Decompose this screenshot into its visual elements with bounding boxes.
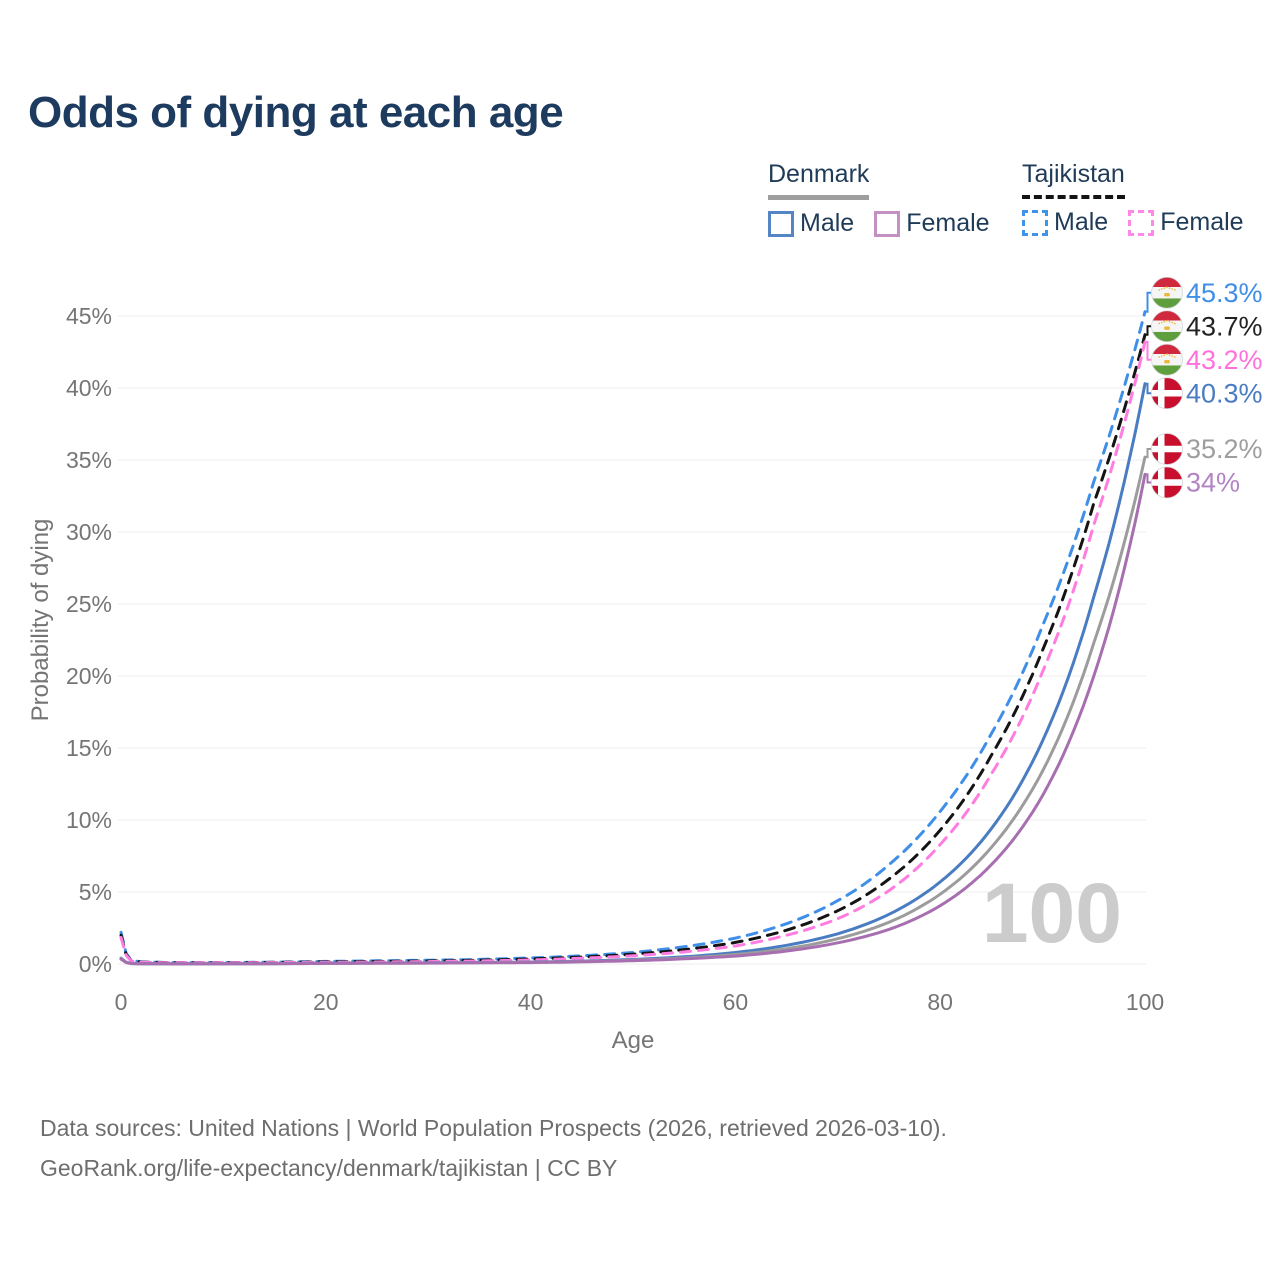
- legend-swatch-denmark-male[interactable]: [768, 210, 794, 237]
- legend-header-tajikistan[interactable]: Tajikistan: [1022, 160, 1125, 199]
- y-tick-label-20: 20%: [66, 663, 112, 689]
- y-tick-label-25: 25%: [66, 591, 112, 617]
- flag-icon-tajikistan: [1151, 310, 1183, 343]
- legend-swatch-tajikistan-female[interactable]: [1128, 209, 1155, 236]
- x-tick-label-40: 40: [518, 989, 544, 1015]
- legend-group-tajikistan: Tajikistan Male Female: [1022, 160, 1244, 237]
- x-tick-label-0: 0: [115, 989, 128, 1015]
- flag-icon-denmark: [1151, 433, 1183, 465]
- legend-label-tajikistan-male[interactable]: Male: [1054, 208, 1109, 236]
- end-label-connector-1: [1145, 325, 1151, 336]
- end-label-connector-0: [1145, 291, 1151, 313]
- x-tick-label-100: 100: [1126, 989, 1164, 1015]
- end-label-tajikistan-both[interactable]: 43.7%: [1186, 311, 1263, 341]
- flag-icon-denmark: [1151, 466, 1183, 499]
- legend-swatch-denmark-female[interactable]: [874, 210, 901, 237]
- y-tick-label-45: 45%: [66, 303, 112, 329]
- footer-attribution[interactable]: GeoRank.org/life-expectancy/denmark/taji…: [40, 1155, 618, 1181]
- x-axis-title: Age: [612, 1027, 655, 1054]
- y-tick-label-35: 35%: [66, 447, 112, 473]
- y-tick-label-5: 5%: [79, 879, 112, 905]
- footer-data-sources: Data sources: United Nations | World Pop…: [40, 1115, 947, 1141]
- legend-label-denmark-male[interactable]: Male: [800, 209, 855, 237]
- series-line-denmark-female[interactable]: [119, 472, 1147, 966]
- end-label-tajikistan-female[interactable]: 43.2%: [1186, 345, 1263, 375]
- footer: Data sources: United Nations | World Pop…: [40, 1108, 947, 1188]
- legend-label-denmark-female[interactable]: Female: [906, 209, 990, 237]
- flag-icon-tajikistan: [1151, 343, 1183, 376]
- x-tick-label-60: 60: [723, 989, 749, 1015]
- legend-label-tajikistan-female[interactable]: Female: [1160, 208, 1244, 236]
- x-tick-label-20: 20: [313, 989, 339, 1015]
- end-label-denmark-both[interactable]: 35.2%: [1186, 434, 1263, 464]
- end-label-connector-5: [1145, 473, 1151, 484]
- flag-icon-denmark: [1151, 377, 1183, 410]
- y-tick-label-0: 0%: [79, 951, 112, 977]
- end-label-connector-2: [1145, 340, 1151, 361]
- end-label-connector-3: [1145, 382, 1151, 395]
- x-tick-label-80: 80: [927, 989, 953, 1015]
- y-tick-label-15: 15%: [66, 735, 112, 761]
- page-title: Odds of dying at each age: [28, 88, 564, 137]
- y-tick-label-40: 40%: [66, 375, 112, 401]
- y-tick-label-30: 30%: [66, 519, 112, 545]
- legend-swatch-tajikistan-male[interactable]: [1022, 209, 1048, 236]
- end-label-denmark-male[interactable]: 40.3%: [1186, 378, 1263, 408]
- end-label-connector-4: [1145, 448, 1151, 459]
- y-tick-label-10: 10%: [66, 807, 112, 833]
- legend-group-denmark: Denmark Male Female: [768, 160, 990, 238]
- end-label-denmark-female[interactable]: 34%: [1186, 468, 1240, 498]
- age-watermark: 100: [982, 866, 1122, 960]
- legend-header-denmark[interactable]: Denmark: [768, 160, 870, 200]
- y-axis-title: Probability of dying: [27, 519, 54, 722]
- flag-icon-tajikistan: [1151, 276, 1183, 309]
- end-label-tajikistan-male[interactable]: 45.3%: [1186, 278, 1263, 308]
